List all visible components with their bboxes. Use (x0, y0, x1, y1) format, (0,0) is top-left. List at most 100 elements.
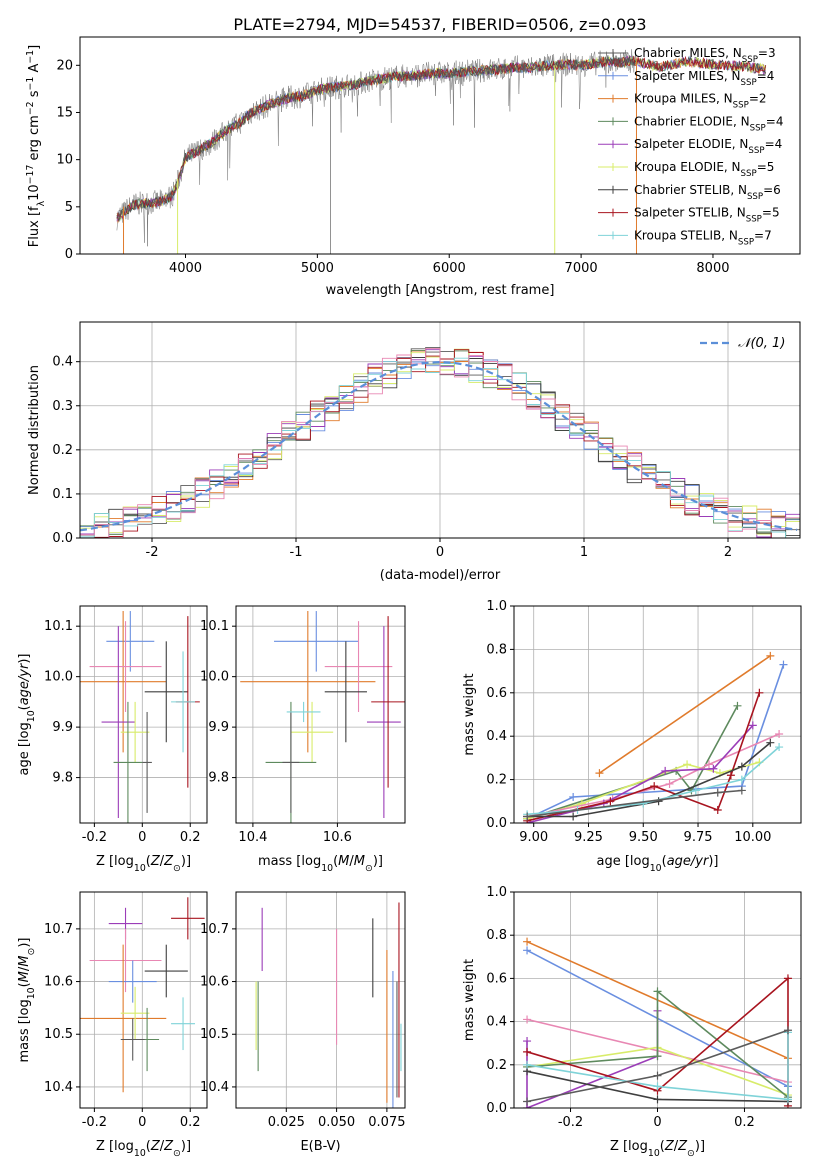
legend-label-part: Salpeter STELIB, N (634, 206, 746, 220)
x-tick-label: -0.2 (82, 830, 107, 845)
legend-label-part: Kroupa STELIB, N (634, 228, 738, 242)
legend-label-part: SSP (748, 146, 764, 156)
mass_vs_z-xlabel-part: ( (146, 1139, 151, 1154)
weight_vs_age-xlabel-part: 10 (650, 863, 662, 874)
weight_vs_z-xlabel-part: Z [log (610, 1139, 648, 1154)
weight_vs_z-xlabel-part: ( (660, 1139, 665, 1154)
mass_vs_z-xlabel: Z [log10(Z/Z⊙)] (96, 1139, 191, 1159)
y-tick-label: 10.5 (200, 1027, 229, 1042)
weight-series-kroupa_stelib (526, 1032, 789, 1101)
spectrum-ylabel-part: ] (27, 45, 42, 50)
y-tick-label: 5 (65, 200, 73, 215)
residuals-chart: -2 -1 0 1 2 0.0 0.1 0.2 0.3 0.4 (data-model)/error… (27, 321, 801, 583)
weight-point-salpeter_elodie (523, 1037, 532, 1046)
x-tick-label: 9.50 (629, 830, 658, 845)
x-tick-label: 0.2 (734, 1115, 755, 1130)
y-tick-label: 0.4 (486, 729, 507, 744)
legend-label-part: SSP (746, 215, 762, 225)
weight-point-kroupa_miles (766, 651, 775, 660)
x-tick-label: 9.25 (574, 830, 603, 845)
legend-label: Kroupa ELODIE, NSSP=5 (634, 160, 774, 179)
age_vs_z-xlabel-part: ⊙ (173, 863, 181, 874)
x-tick-label: 0.025 (268, 1115, 305, 1130)
legend-label: Kroupa MILES, NSSP=2 (634, 92, 767, 111)
y-tick-label: 0.3 (52, 399, 73, 414)
age_vs_mass-xlabel-part: M (338, 854, 349, 869)
age_vs_z-xlabel-part: / (160, 854, 165, 869)
age_vs_z-xlabel-part: ( (146, 854, 151, 869)
x-tick-label: 6000 (433, 261, 466, 276)
legend-label-part: Kroupa MILES, N (634, 92, 733, 106)
weight-series-chabrier_elodie (526, 705, 739, 820)
age_vs_mass-xlabel-part: M (354, 854, 365, 869)
mass_vs_z-xlabel-part: 10 (134, 1148, 146, 1159)
weight-point-salpeter_miles (523, 946, 532, 955)
weight_vs_z-chart: -0.2 0 0.20.00.20.40.60.81.0Z [log10(Z/Z⊙)… (462, 885, 802, 1159)
weight-series-salpeter_elodie (526, 1010, 659, 1108)
legend-label: Chabrier ELODIE, NSSP=4 (634, 114, 783, 133)
legend-label-part: =3 (758, 46, 776, 60)
y-tick-label: 0.6 (486, 971, 507, 986)
plot-area (80, 897, 205, 1093)
y-tick-label: 0.0 (52, 531, 73, 546)
y-tick-label: 0.4 (486, 1015, 507, 1030)
x-tick-label: 0 (138, 1115, 146, 1130)
weight-point-kroupa_stelib (775, 743, 784, 752)
plot-frame (79, 891, 208, 1109)
plot-area (80, 347, 800, 538)
legend-label: 𝒩(0, 1) (738, 336, 785, 351)
weight_vs_age-xlabel-part: age/yr (667, 854, 710, 869)
age_vs_z-ylabel: age [log10(age/yr)] (17, 653, 37, 775)
y-tick-label: 10.0 (44, 670, 73, 685)
weight-point-salpeter_elodie (709, 764, 718, 773)
weight-point-chabrier_miles (713, 788, 722, 797)
x-tick-label: -2 (146, 545, 159, 560)
residuals-xlabel: (data-model)/error (380, 568, 501, 583)
age_vs_z-ylabel-part: ( (17, 705, 32, 710)
age_vs_mass-xlabel-part: ( (333, 854, 338, 869)
mass_vs_z-ylabel-part: M (17, 971, 32, 982)
y-tick-label: 0.4 (52, 355, 73, 370)
age_vs_z-ylabel-part: )] (17, 653, 32, 663)
age_vs_z-ylabel-part: 10 (26, 710, 37, 722)
normal-distribution-curve (80, 360, 798, 532)
legend-label: Kroupa STELIB, NSSP=7 (634, 228, 772, 247)
age_vs_z-xlabel-part: )] (181, 854, 191, 869)
x-tick-label: 0.2 (180, 830, 201, 845)
y-tick-label: 0.6 (486, 686, 507, 701)
spectrum-xlabel: wavelength [Angstrom, rest frame] (326, 283, 555, 298)
weight_vs_z-xlabel-part: Z (677, 1139, 688, 1154)
weight_vs_z-xlabel-part: / (674, 1139, 679, 1154)
legend-label-part: Chabrier MILES, N (634, 46, 742, 60)
spectrum-ylabel-part: s (27, 90, 42, 101)
plot-frame (235, 891, 406, 1109)
legend-label-part: =6 (763, 183, 781, 197)
weight-point-kroupa_stelib (653, 1082, 662, 1091)
weight-point-chabrier_elodie (733, 701, 742, 710)
y-tick-label: 10.5 (44, 1027, 73, 1042)
mass_vs_z-xlabel-part: Z (150, 1139, 161, 1154)
x-tick-label: 0.050 (318, 1115, 355, 1130)
y-tick-label: 1.0 (486, 599, 507, 614)
age_vs_z-xlabel-part: Z [log (96, 854, 134, 869)
y-tick-label: 1.0 (486, 885, 507, 900)
plot-area (523, 937, 792, 1108)
legend-label-part: Salpeter ELODIE, N (634, 137, 748, 151)
x-tick-label: 9.75 (684, 830, 713, 845)
weight_vs_z-xlabel: Z [log10(Z/Z⊙)] (610, 1139, 705, 1159)
age_vs_mass-xlabel-part: mass [log (258, 854, 321, 869)
mass_vs_z-xlabel-part: )] (181, 1139, 191, 1154)
mass_vs_z-ylabel-part: ( (17, 982, 32, 987)
y-tick-label: 0.0 (486, 1101, 507, 1116)
mass_vs_z-ylabel-part: ⊙ (26, 948, 37, 956)
legend-label: Salpeter STELIB, NSSP=5 (634, 206, 780, 225)
weight-point-chabrier_miles (783, 1026, 792, 1035)
histogram-pink (80, 348, 800, 538)
spectrum-ylabel-part: −1 (25, 77, 36, 91)
weight-point-salpeter_miles (779, 660, 788, 669)
weight_vs_age-ylabel: mass weight (462, 673, 477, 755)
y-tick-label: 9.8 (52, 771, 73, 786)
age_vs_z-xlabel: Z [log10(Z/Z⊙)] (96, 854, 191, 874)
spectrum-ylabel-part: 10 (27, 184, 42, 201)
weight-point-salpeter_elodie (661, 766, 670, 775)
